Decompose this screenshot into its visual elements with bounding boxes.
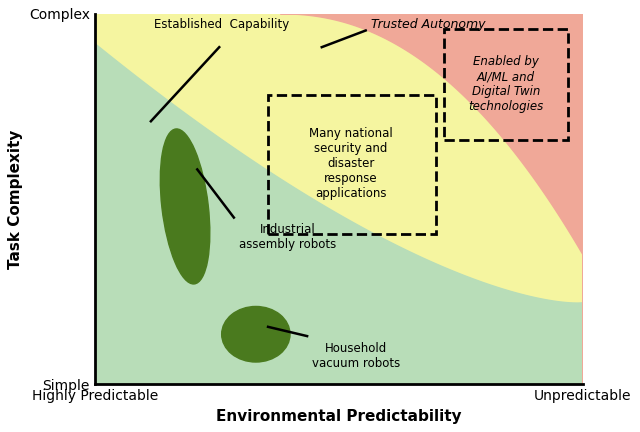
Text: Industrial
assembly robots: Industrial assembly robots — [239, 223, 336, 251]
Polygon shape — [95, 14, 583, 384]
Text: Household
vacuum robots: Household vacuum robots — [312, 342, 400, 370]
Text: Trusted Autonomy: Trusted Autonomy — [371, 18, 485, 31]
Y-axis label: Task Complexity: Task Complexity — [8, 129, 23, 269]
Ellipse shape — [221, 306, 290, 362]
Bar — [444, 29, 568, 140]
X-axis label: Environmental Predictability: Environmental Predictability — [216, 409, 461, 424]
Text: Many national
security and
disaster
response
applications: Many national security and disaster resp… — [309, 127, 393, 200]
Text: Enabled by
AI/ML and
Digital Twin
technologies: Enabled by AI/ML and Digital Twin techno… — [468, 55, 543, 113]
Ellipse shape — [160, 129, 210, 284]
Bar — [268, 95, 436, 234]
Text: Established  Capability: Established Capability — [154, 18, 289, 31]
Polygon shape — [280, 14, 583, 384]
